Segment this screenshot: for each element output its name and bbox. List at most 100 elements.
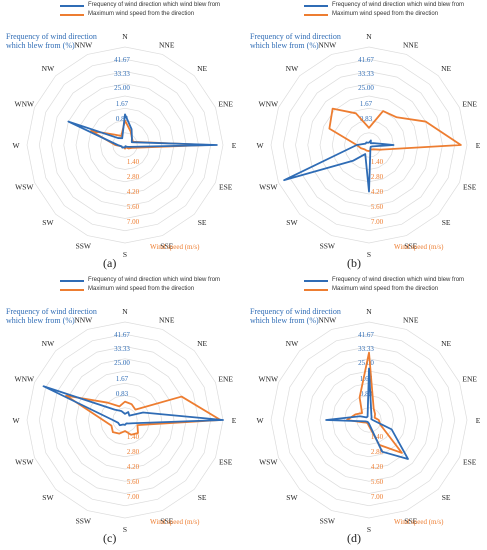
- legend-speed: Maximum wind speed from the direction: [304, 10, 464, 19]
- grid-ring: [51, 71, 199, 219]
- radar-chart: N NNE NE ENE E ESE SE SSE S SSW SW WSW W WNW NW NNW 41.6…: [256, 307, 481, 534]
- direction-label-w: W: [12, 141, 20, 150]
- frequency-axis-label: Frequency of wind direction which blew f…: [250, 32, 341, 50]
- panel-caption: (a): [103, 256, 117, 270]
- grid-ring: [295, 346, 443, 494]
- speed-tick: 2.80: [371, 448, 384, 456]
- speed-tick: 2.80: [371, 173, 384, 181]
- legend: Frequency of wind direction which wind b…: [304, 276, 464, 294]
- grid-ring: [319, 95, 419, 195]
- direction-label-wsw: WSW: [259, 183, 278, 192]
- legend-speed-label: Maximum wind speed from the direction: [88, 11, 195, 17]
- direction-label-n: N: [122, 32, 128, 41]
- grid-ring: [270, 46, 468, 244]
- frequency-tick: 1.67: [360, 375, 373, 383]
- frequency-tick: 0.83: [360, 390, 373, 398]
- radar-panel-b: N NNE NE ENE E ESE SE SSE S SSW SW WSW W WNW NW NNW 41.6…: [244, 0, 487, 275]
- direction-label-ene: ENE: [218, 374, 233, 383]
- legend-frequency-label: Frequency of wind direction which wind b…: [332, 277, 465, 283]
- speed-axis-label: Wind speed (m/s): [150, 243, 200, 251]
- direction-label-sse: SSE: [160, 517, 173, 526]
- radar-panel-a: N NNE NE ENE E ESE SE SSE S SSW SW WSW W WNW NW NNW 41.6…: [0, 0, 243, 275]
- legend-speed: Maximum wind speed from the direction: [304, 285, 464, 294]
- legend: Frequency of wind direction which wind b…: [60, 276, 220, 294]
- grid-ring: [282, 333, 456, 507]
- direction-label-ne: NE: [197, 339, 207, 348]
- frequency-tick: 25.00: [114, 359, 130, 367]
- direction-label-e: E: [232, 141, 237, 150]
- frequency-tick: 1.67: [116, 100, 129, 108]
- speed-tick: 2.80: [127, 173, 140, 181]
- radar-panel-c: N NNE NE ENE E ESE SE SSE S SSW SW WSW W WNW NW NNW 41.6…: [0, 275, 243, 550]
- frequency-tick: 0.83: [116, 390, 129, 398]
- direction-label-ssw: SSW: [320, 242, 336, 251]
- direction-label-w: W: [256, 141, 264, 150]
- direction-label-s: S: [123, 525, 127, 534]
- speed-tick: 7.00: [127, 493, 140, 501]
- speed-tick: 1.40: [127, 158, 140, 166]
- speed-tick: 7.00: [127, 218, 140, 226]
- frequency-axis-label: Frequency of wind direction which blew f…: [6, 32, 97, 50]
- grid-ring: [344, 395, 394, 445]
- frequency-axis-label: Frequency of wind direction which blew f…: [6, 307, 97, 325]
- grid-ring: [112, 132, 138, 158]
- legend: Frequency of wind direction which wind b…: [304, 1, 464, 19]
- direction-label-nnw: NNW: [74, 315, 93, 324]
- direction-label-nne: NNE: [403, 40, 419, 49]
- grid-ring: [63, 83, 187, 207]
- direction-label-n: N: [366, 307, 372, 316]
- grid-ring: [38, 58, 212, 232]
- legend-frequency-label: Frequency of wind direction which wind b…: [332, 2, 465, 8]
- direction-label-nw: NW: [42, 339, 55, 348]
- direction-label-se: SE: [442, 493, 451, 502]
- panel-caption: (d): [347, 531, 361, 545]
- direction-label-wsw: WSW: [15, 183, 34, 192]
- grid-ring: [75, 370, 175, 470]
- speed-tick: 5.60: [127, 203, 140, 211]
- speed-tick: 5.60: [371, 203, 384, 211]
- grid-ring: [270, 321, 468, 519]
- direction-label-e: E: [476, 141, 481, 150]
- grid-ring: [26, 46, 224, 244]
- frequency-tick: 41.67: [114, 331, 130, 339]
- legend-frequency-label: Frequency of wind direction which wind b…: [88, 2, 221, 8]
- direction-label-e: E: [232, 416, 237, 425]
- legend: Frequency of wind direction which wind b…: [60, 1, 220, 19]
- grid-ring: [63, 358, 187, 482]
- direction-label-wnw: WNW: [15, 99, 35, 108]
- frequency-tick: 33.33: [114, 345, 130, 353]
- direction-label-e: E: [476, 416, 481, 425]
- panel-caption: (c): [103, 531, 117, 545]
- frequency-tick: 33.33: [358, 345, 374, 353]
- direction-label-ene: ENE: [462, 99, 477, 108]
- speed-tick: 1.40: [371, 158, 384, 166]
- direction-label-nne: NNE: [159, 315, 175, 324]
- grid-ring: [100, 120, 150, 170]
- direction-label-sw: SW: [286, 218, 298, 227]
- frequency-tick: 33.33: [114, 70, 130, 78]
- frequency-tick: 33.33: [358, 70, 374, 78]
- grid-ring: [356, 132, 382, 158]
- radar-chart: N NNE NE ENE E ESE SE SSE S SSW SW WSW W WNW NW NNW 41.6…: [12, 307, 237, 534]
- legend-speed-swatch: [60, 13, 84, 16]
- grid-ring: [331, 382, 407, 458]
- frequency-tick: 41.67: [358, 331, 374, 339]
- grid-ring: [307, 358, 431, 482]
- direction-label-sse: SSE: [404, 517, 417, 526]
- legend-speed-swatch: [304, 13, 328, 16]
- direction-label-nne: NNE: [403, 315, 419, 324]
- speed-tick: 7.00: [371, 493, 384, 501]
- legend-frequency-swatch: [60, 279, 84, 282]
- direction-label-nne: NNE: [159, 40, 175, 49]
- direction-label-wsw: WSW: [259, 458, 278, 467]
- direction-label-wnw: WNW: [259, 374, 279, 383]
- frequency-series-line: [67, 113, 218, 149]
- legend-frequency-swatch: [304, 4, 328, 7]
- direction-label-nnw: NNW: [318, 40, 337, 49]
- direction-label-ssw: SSW: [76, 517, 92, 526]
- speed-tick: 5.60: [127, 478, 140, 486]
- grid-ring: [38, 333, 212, 507]
- legend-speed-label: Maximum wind speed from the direction: [88, 286, 195, 292]
- direction-label-sw: SW: [286, 493, 298, 502]
- direction-label-ese: ESE: [463, 183, 477, 192]
